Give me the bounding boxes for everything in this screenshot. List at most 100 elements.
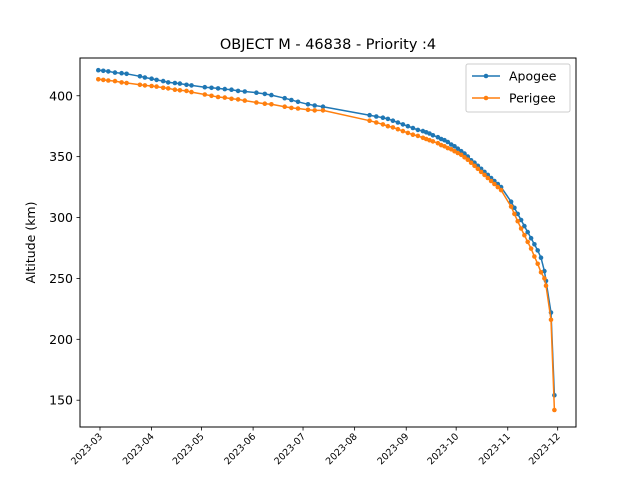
perigee-point	[222, 95, 228, 100]
apogee-point	[535, 248, 540, 253]
apogee-point	[508, 199, 514, 204]
perigee-point	[202, 92, 208, 97]
apogee-point	[522, 223, 527, 229]
perigee-point	[262, 101, 268, 106]
y-axis: 150 200 250 300 350 400	[49, 88, 80, 408]
perigee-point	[492, 181, 497, 187]
apogee-point	[385, 116, 391, 122]
apogee-point	[458, 148, 464, 154]
perigee-point	[235, 97, 241, 102]
perigee-point	[400, 128, 406, 134]
perigee-point	[498, 187, 504, 193]
perigee-point	[552, 407, 557, 413]
apogee-point	[215, 86, 221, 91]
apogee-point	[165, 80, 171, 85]
apogee-point	[367, 112, 372, 118]
apogee-point	[395, 120, 401, 125]
perigee-point	[468, 160, 474, 165]
perigee-point	[385, 123, 391, 129]
perigee-point	[535, 261, 540, 267]
perigee-point	[455, 150, 461, 156]
perigee-point	[229, 96, 234, 102]
apogee-point	[184, 82, 189, 88]
perigee-point	[106, 78, 111, 83]
y-tick-label: 300	[49, 210, 73, 225]
perigee-point	[295, 106, 301, 111]
apogee-point	[124, 71, 129, 77]
apogee-point	[445, 139, 451, 145]
perigee-point	[209, 93, 214, 99]
apogee-point	[106, 69, 111, 74]
apogee-point	[455, 146, 461, 151]
apogee-point	[452, 144, 457, 149]
apogee-point	[289, 97, 294, 103]
perigee-point	[475, 166, 481, 172]
perigee-point	[154, 84, 159, 89]
apogee-point	[96, 67, 101, 73]
apogee-point	[189, 83, 194, 88]
perigee-point	[149, 83, 154, 89]
apogee-point	[525, 229, 530, 235]
perigee-point	[380, 122, 386, 127]
perigee-point	[172, 87, 178, 92]
apogee-point	[320, 104, 326, 109]
perigee-point	[458, 152, 464, 158]
apogee-point	[427, 131, 432, 136]
apogee-point	[142, 75, 148, 80]
apogee-point	[380, 115, 386, 120]
apogee-point	[430, 133, 436, 138]
perigee-point	[478, 169, 484, 175]
apogee-point	[415, 127, 421, 133]
perigee-point	[528, 246, 534, 251]
perigee-point	[472, 163, 477, 169]
legend-apogee-marker	[483, 73, 489, 79]
perigee-point	[538, 270, 544, 275]
perigee-point	[415, 133, 421, 139]
perigee-point	[305, 107, 311, 113]
perigee-point	[405, 130, 411, 136]
perigee-point	[242, 98, 248, 103]
perigee-point	[430, 139, 436, 144]
apogee-point	[515, 211, 520, 217]
perigee-point	[124, 80, 129, 86]
perigee-point	[515, 218, 520, 224]
perigee-point	[312, 108, 318, 113]
apogee-point	[154, 77, 159, 83]
perigee-point	[254, 100, 259, 105]
apogee-point	[137, 74, 143, 79]
perigee-point	[137, 82, 143, 88]
perigee-point	[548, 317, 554, 323]
perigee-point	[512, 211, 517, 217]
apogee-point	[400, 122, 406, 127]
perigee-point	[518, 226, 524, 231]
apogee-point	[390, 118, 396, 123]
perigee-point	[189, 89, 194, 95]
perigee-point	[495, 184, 501, 190]
perigee-point	[390, 125, 396, 130]
perigee-point	[410, 132, 416, 137]
chart-title: OBJECT M - 46838 - Priority :4	[220, 37, 436, 53]
perigee-point	[160, 85, 166, 91]
apogee-point	[209, 85, 214, 91]
apogee-point	[172, 80, 178, 86]
perigee-point	[374, 120, 379, 125]
legend: Apogee Perigee	[465, 63, 571, 113]
perigee-point	[177, 88, 183, 93]
perigee-point	[289, 105, 294, 111]
apogee-point	[235, 88, 241, 94]
perigee-point	[142, 83, 148, 88]
apogee-point	[177, 81, 183, 86]
legend-perigee-label: Perigee	[509, 91, 556, 106]
perigee-point	[485, 175, 491, 181]
apogee-point	[532, 242, 537, 247]
perigee-point	[215, 94, 221, 100]
perigee-point	[542, 276, 547, 281]
apogee-point	[262, 91, 268, 97]
apogee-point	[242, 89, 248, 94]
perigee-point	[119, 80, 124, 85]
apogee-point	[410, 125, 416, 131]
perigee-point	[282, 104, 288, 109]
apogee-point	[160, 78, 166, 84]
apogee-point	[202, 84, 208, 90]
